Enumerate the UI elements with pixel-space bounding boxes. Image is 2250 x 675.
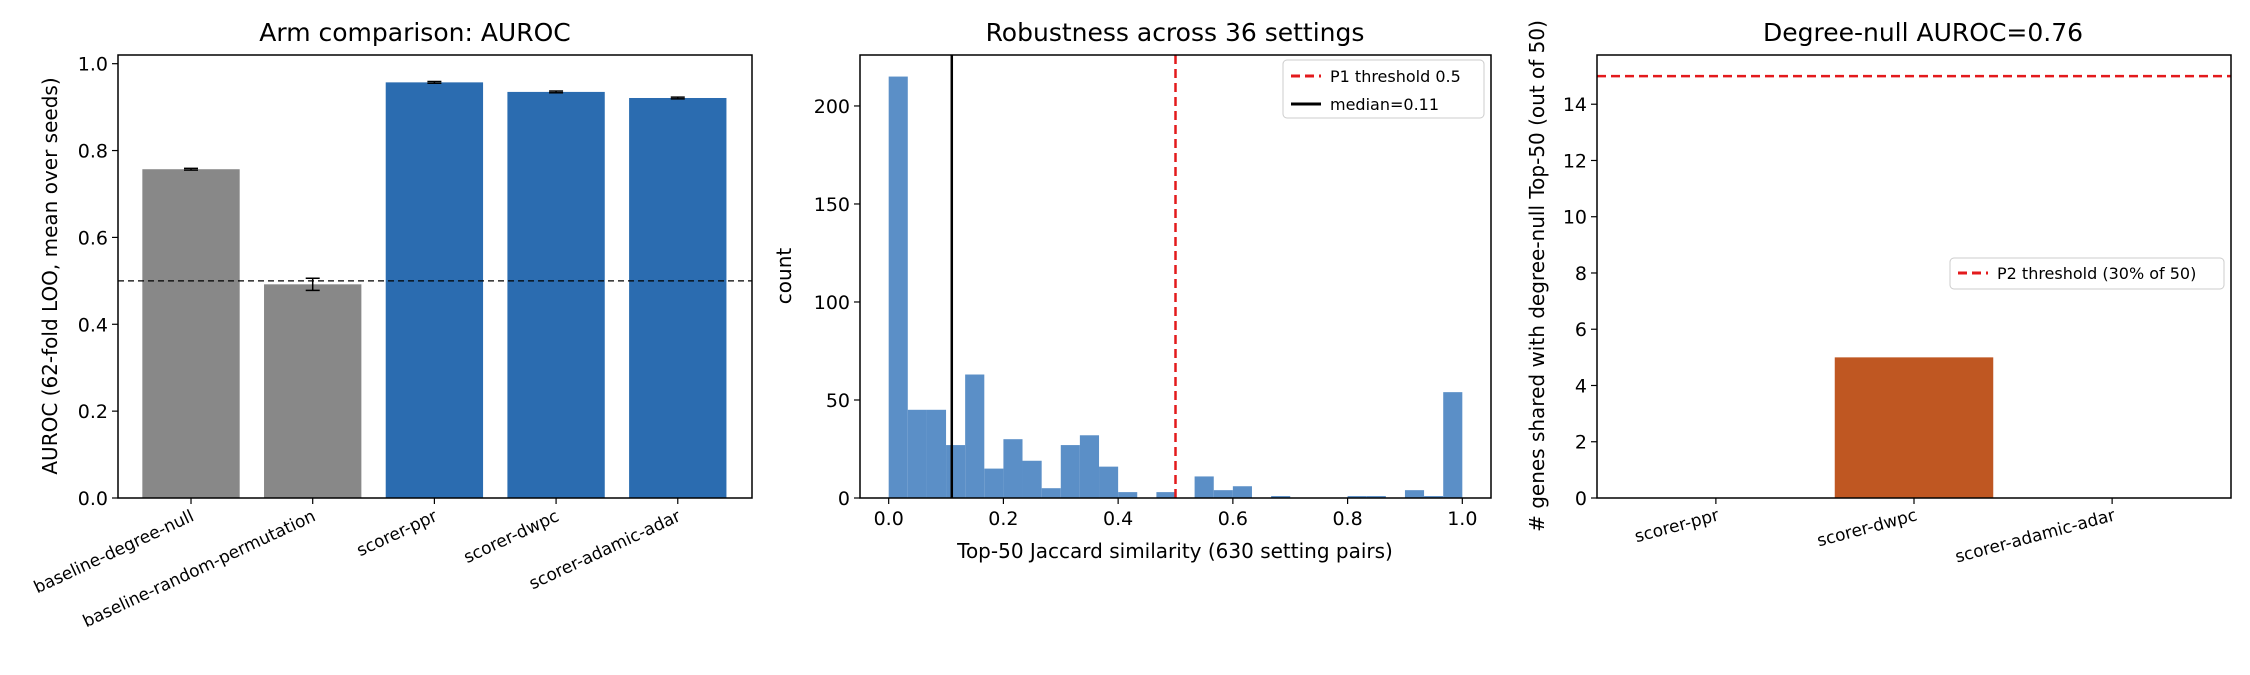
histogram-bar: [1060, 445, 1080, 498]
y-tick-label: 150: [814, 194, 850, 216]
x-tick-label: 0.0: [874, 508, 904, 530]
histogram-bar: [1347, 496, 1367, 498]
panel3-legend-box: [1949, 257, 2225, 290]
y-tick-label: 2: [1575, 432, 1587, 454]
panel2-ylabel: count: [772, 248, 796, 305]
histogram-bar: [1271, 496, 1291, 498]
panel1-frame: [117, 54, 753, 499]
y-tick-label: 12: [1563, 150, 1587, 172]
histogram-bar: [1424, 496, 1444, 498]
bar: [264, 284, 362, 498]
x-tick-label: 0.6: [1218, 508, 1248, 530]
panel-degree-null: Degree-null AUROC=0.76 # genes shared wi…: [1525, 18, 2232, 568]
histogram-bar: [1213, 490, 1233, 498]
x-tick-label: baseline-random-permutation: [80, 506, 319, 632]
legend-threshold-label: P1 threshold 0.5: [1330, 67, 1461, 86]
panel3-ylabel: # genes shared with degree-null Top-50 (…: [1525, 20, 1549, 532]
y-tick-label: 0.0: [78, 488, 108, 510]
histogram-bar: [907, 409, 927, 498]
bar: [385, 82, 484, 499]
panel1-marks: baseline-degree-nullbaseline-random-perm…: [31, 54, 752, 632]
x-tick-label: scorer-dwpc: [1815, 506, 1919, 552]
panel1-title: Arm comparison: AUROC: [259, 18, 571, 47]
histogram-bar: [1156, 492, 1176, 498]
y-tick-label: 100: [814, 292, 850, 314]
histogram-bar: [984, 468, 1004, 498]
histogram-bar: [1099, 466, 1119, 498]
y-tick-label: 0: [838, 488, 850, 510]
y-tick-label: 14: [1563, 94, 1587, 116]
histogram-bar: [1079, 435, 1100, 498]
panel2-xlabel: Top-50 Jaccard similarity (630 setting p…: [956, 539, 1393, 563]
bar: [142, 169, 240, 499]
panel2-marks: 0.0 0.2 0.4 0.6 0.8 1.0 0 50 100 150 200: [814, 55, 1477, 530]
y-tick-label: 8: [1575, 263, 1587, 285]
y-tick-label: 200: [814, 96, 850, 118]
legend-median-label: median=0.11: [1330, 95, 1439, 114]
histogram-bar: [1232, 486, 1252, 498]
x-tick-label: scorer-adamic-adar: [1953, 506, 2117, 568]
panel2-legend: P1 threshold 0.5 median=0.11: [1282, 59, 1485, 119]
panel3-marks: scorer-ppr scorer-dwpc scorer-adamic-adar 0…: [1563, 74, 2231, 568]
histogram-bar: [1041, 488, 1061, 498]
y-tick-label: 0.6: [78, 227, 108, 249]
panel-arm-comparison: Arm comparison: AUROC AUROC (62-fold LOO…: [31, 18, 753, 632]
panel3-legend: P2 threshold (30% of 50): [1949, 257, 2225, 290]
x-tick-label: scorer-ppr: [1633, 506, 1722, 548]
x-tick-label: 0.4: [1103, 508, 1133, 530]
histogram-bar: [1194, 476, 1214, 498]
y-tick-label: 1.0: [78, 54, 108, 76]
bar: [507, 91, 605, 499]
panel2-title: Robustness across 36 settings: [986, 18, 1365, 47]
bar: [629, 97, 727, 498]
panel2-frame: [859, 54, 1492, 499]
y-tick-label: 50: [826, 390, 850, 412]
histogram-bar: [1118, 492, 1138, 498]
y-tick-label: 10: [1563, 207, 1587, 229]
histogram-bar: [1003, 439, 1023, 498]
panel-robustness: Robustness across 36 settings count Top-…: [772, 18, 1492, 563]
y-tick-label: 4: [1575, 375, 1587, 397]
histogram-bar: [965, 374, 985, 498]
panel3-title: Degree-null AUROC=0.76: [1763, 18, 2083, 47]
histogram-bar: [1443, 392, 1463, 498]
histogram-bar: [1404, 490, 1425, 498]
x-tick-label: 0.2: [988, 508, 1018, 530]
x-tick-label: 1.0: [1447, 508, 1477, 530]
x-tick-label: scorer-ppr: [354, 506, 441, 561]
histogram-bar: [1022, 460, 1042, 498]
y-tick-label: 6: [1575, 319, 1587, 341]
y-tick-label: 0.2: [78, 401, 108, 423]
y-tick-label: 0: [1575, 488, 1587, 510]
x-tick-label: scorer-dwpc: [461, 506, 562, 567]
panel2-legend-box: [1282, 59, 1485, 119]
bar: [1834, 357, 1994, 498]
histogram-bar: [946, 445, 966, 498]
y-tick-label: 0.8: [78, 141, 108, 163]
histogram-bar: [888, 76, 908, 498]
panel3-frame: [1596, 54, 2232, 499]
y-tick-label: 0.4: [78, 314, 108, 336]
histogram-bar: [926, 409, 947, 498]
histogram-bar: [1366, 496, 1386, 498]
panel1-ylabel: AUROC (62-fold LOO, mean over seeds): [38, 77, 62, 474]
legend-p2-label: P2 threshold (30% of 50): [1997, 264, 2196, 283]
x-tick-label: 0.8: [1332, 508, 1362, 530]
